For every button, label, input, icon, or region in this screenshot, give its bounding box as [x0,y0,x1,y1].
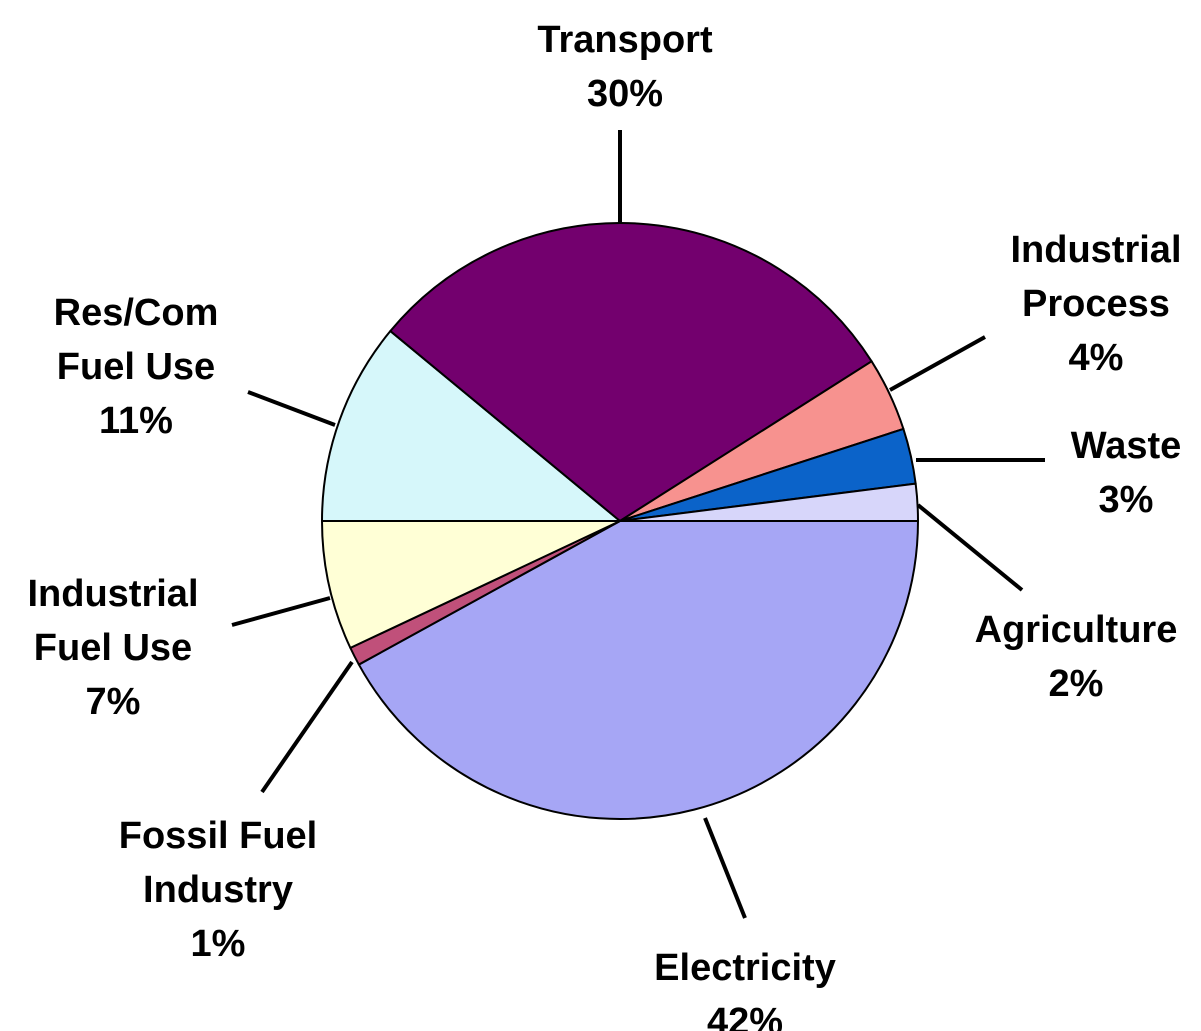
pie-slice-industrial-fuel-use [321,520,621,649]
leader-line-agriculture [916,503,1024,592]
slice-label-res-com-fuel-use-2: Fuel Use [57,346,215,388]
slice-label-res-com-fuel-use-1: Res/Com [54,292,219,334]
leader-line-res-com-fuel-use [247,390,336,427]
slice-label-electricity-1: Electricity [654,947,836,989]
leader-line-fossil-fuel-industry [260,660,354,794]
slice-value-res-com-fuel-use: 11% [99,400,173,442]
leader-lines-layer [231,130,1045,919]
slice-label-fossil-fuel-industry-1: Fossil Fuel [119,815,317,857]
leader-line-industrial-fuel-use [231,596,331,627]
slice-label-industrial-fuel-use-2: Fuel Use [34,627,192,669]
slice-value-industrial-fuel-use: 7% [86,681,141,723]
slice-value-fossil-fuel-industry: 1% [191,923,246,965]
slice-label-waste-1: Waste [1071,425,1182,467]
slice-value-agriculture: 2% [1049,663,1104,705]
slice-label-agriculture-1: Agriculture [975,609,1178,651]
pie-slice-res-com-fuel-use [321,330,621,522]
pie-slice-agriculture [619,482,919,522]
slice-value-transport: 30% [587,73,663,115]
slice-label-transport-1: Transport [537,19,713,61]
slice-label-industrial-fuel-use-1: Industrial [27,573,198,615]
pie-slice-transport [389,222,873,522]
leader-line-industrial-process [889,335,986,392]
slice-label-fossil-fuel-industry-2: Industry [143,869,293,911]
labels-layer: Electricity 42% Fossil Fuel Industry 1% Indus… [27,19,1181,1031]
slice-value-electricity: 42% [707,1001,783,1031]
slice-value-waste: 3% [1099,479,1154,521]
slice-label-industrial-process-2: Process [1022,283,1170,325]
pie-slice-electricity [357,520,919,820]
slice-value-industrial-process: 4% [1069,337,1124,379]
leader-line-electricity [703,817,747,919]
slices-layer [321,222,919,820]
slice-label-industrial-process-1: Industrial [1010,229,1181,271]
